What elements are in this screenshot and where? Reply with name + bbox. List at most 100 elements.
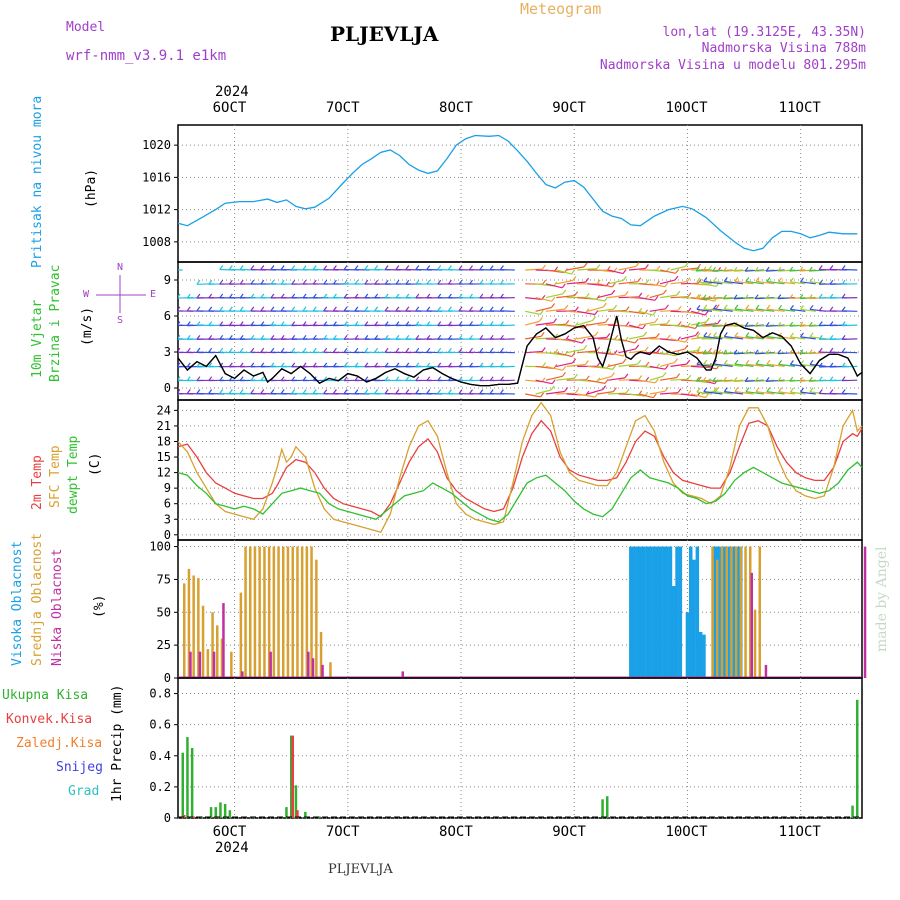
wind-arrow-head — [312, 293, 317, 299]
wind-arrow-head — [458, 389, 463, 394]
wind-arrow-head — [196, 293, 201, 299]
cloud-bar — [639, 546, 643, 678]
wind-arrow — [809, 363, 827, 367]
wind-arrow-head — [186, 321, 191, 326]
wind-arrow-head — [734, 277, 739, 282]
wind-arrow-head — [332, 265, 337, 270]
wind-arrow — [649, 269, 667, 273]
wind-arrow-head — [364, 293, 369, 299]
compass-w-label: W — [83, 289, 90, 300]
wind-arrow — [649, 323, 667, 326]
wind-arrow-head — [196, 389, 201, 394]
wind-arrow-head — [574, 388, 579, 394]
wind-arrow-head — [196, 306, 201, 312]
temp-ytick-label: 12 — [157, 466, 171, 480]
wind-arrow — [745, 269, 764, 272]
wind-arrow-head — [713, 387, 717, 392]
wind-arrow-head — [302, 265, 307, 270]
wind-arrow-head — [426, 293, 431, 299]
wind-arrow — [842, 365, 858, 368]
wind-arrow-head — [829, 347, 834, 353]
wind-arrow — [696, 391, 713, 395]
wind-arrow-head — [697, 376, 702, 382]
wind-arrow-head — [219, 306, 224, 312]
wind-arrow-head — [723, 304, 728, 310]
top-time-tick: 8OCT — [439, 100, 473, 116]
cloud-bar — [197, 578, 200, 678]
wind-arrow-head — [754, 266, 759, 272]
wind-arrow-head — [654, 317, 659, 323]
wind-arrow-head — [687, 307, 692, 313]
cloud-bar — [665, 546, 669, 678]
wind-arrow-head — [829, 293, 834, 299]
wind-arrow — [535, 306, 552, 312]
wind-arrow — [566, 363, 586, 367]
wind-arrow-head — [695, 266, 700, 272]
wind-arrow-head — [479, 376, 484, 382]
cloud-bar — [753, 609, 757, 678]
wind-arrow-head — [354, 265, 359, 270]
wind-arrow-head — [437, 265, 442, 270]
wind-arrow-head — [611, 289, 616, 295]
wind-arrow-head — [323, 389, 328, 394]
wind-arrow — [789, 352, 806, 355]
wind-arrow-head — [239, 389, 244, 394]
wind-arrow-head — [354, 293, 359, 299]
wind-arrow — [649, 283, 666, 288]
wind-arrow-head — [674, 358, 678, 363]
wind-arrow-head — [196, 362, 201, 368]
cloud-bar — [725, 546, 728, 678]
wind-arrow-head — [415, 389, 420, 394]
wind-arrow-head — [178, 376, 181, 381]
wind-arrow-head — [745, 359, 750, 365]
wind-arrow-head — [666, 319, 671, 325]
wind-speed-line — [177, 315, 863, 387]
wind-arrow-head — [654, 378, 659, 384]
wind-arrow-head — [841, 362, 846, 368]
wind-arrow-head — [702, 377, 707, 382]
wind-arrow-head — [219, 321, 224, 326]
wind-arrow-head — [829, 306, 834, 312]
wind-arrow — [597, 376, 612, 381]
precip-bar — [601, 799, 604, 818]
wind-arrow-head — [818, 347, 823, 353]
wind-arrow-head — [499, 389, 504, 394]
wind-arrow — [649, 308, 666, 312]
wind-arrow — [556, 269, 572, 275]
wind-arrow — [778, 308, 796, 312]
wind-arrow-head — [656, 265, 661, 271]
wind-arrow-head — [323, 376, 328, 382]
cloud-bar — [267, 546, 271, 678]
wind-arrow-head — [469, 389, 473, 394]
wind-arrow-head — [703, 387, 708, 392]
precip-bar — [192, 816, 195, 818]
wind-arrow-head — [677, 388, 682, 394]
wind-arrow-head — [583, 262, 588, 268]
wind-arrow-head — [354, 389, 359, 394]
wind-arrow-head — [585, 375, 590, 381]
wind-arrow-head — [695, 331, 699, 336]
compass-n-label: N — [117, 262, 124, 273]
wind-arrow-head — [447, 279, 452, 285]
wind-arrow-head — [426, 376, 431, 382]
wind-arrow-head — [208, 376, 213, 382]
wind-arrow — [691, 310, 706, 316]
wind-arrow — [755, 391, 775, 395]
cloud-bar — [269, 651, 272, 678]
wind-arrow-head — [343, 265, 348, 270]
wind-arrow — [701, 283, 717, 287]
top-year: 2024 — [215, 84, 249, 100]
wind-arrow-head — [374, 321, 379, 326]
wind-arrow-head — [302, 334, 307, 340]
wind-arrow-head — [613, 304, 618, 310]
wind-arrow — [577, 350, 597, 354]
wind-arrow — [713, 363, 733, 367]
wind-arrow-head — [789, 277, 794, 283]
wind-arrow-head — [437, 389, 442, 394]
precip-bar — [183, 814, 186, 818]
wind-arrow — [696, 336, 713, 340]
wind-arrow-head — [302, 389, 307, 394]
wind-arrow-head — [426, 362, 431, 368]
precip-bar — [296, 810, 299, 818]
wind-arrow-head — [291, 362, 296, 368]
